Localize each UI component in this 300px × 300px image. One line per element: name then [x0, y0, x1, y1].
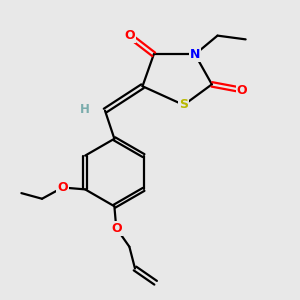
Text: O: O: [124, 29, 135, 42]
Text: O: O: [57, 181, 68, 194]
Text: O: O: [237, 83, 247, 97]
Text: O: O: [111, 221, 122, 235]
Text: S: S: [179, 98, 188, 112]
Text: N: N: [190, 48, 200, 61]
Text: H: H: [80, 103, 89, 116]
